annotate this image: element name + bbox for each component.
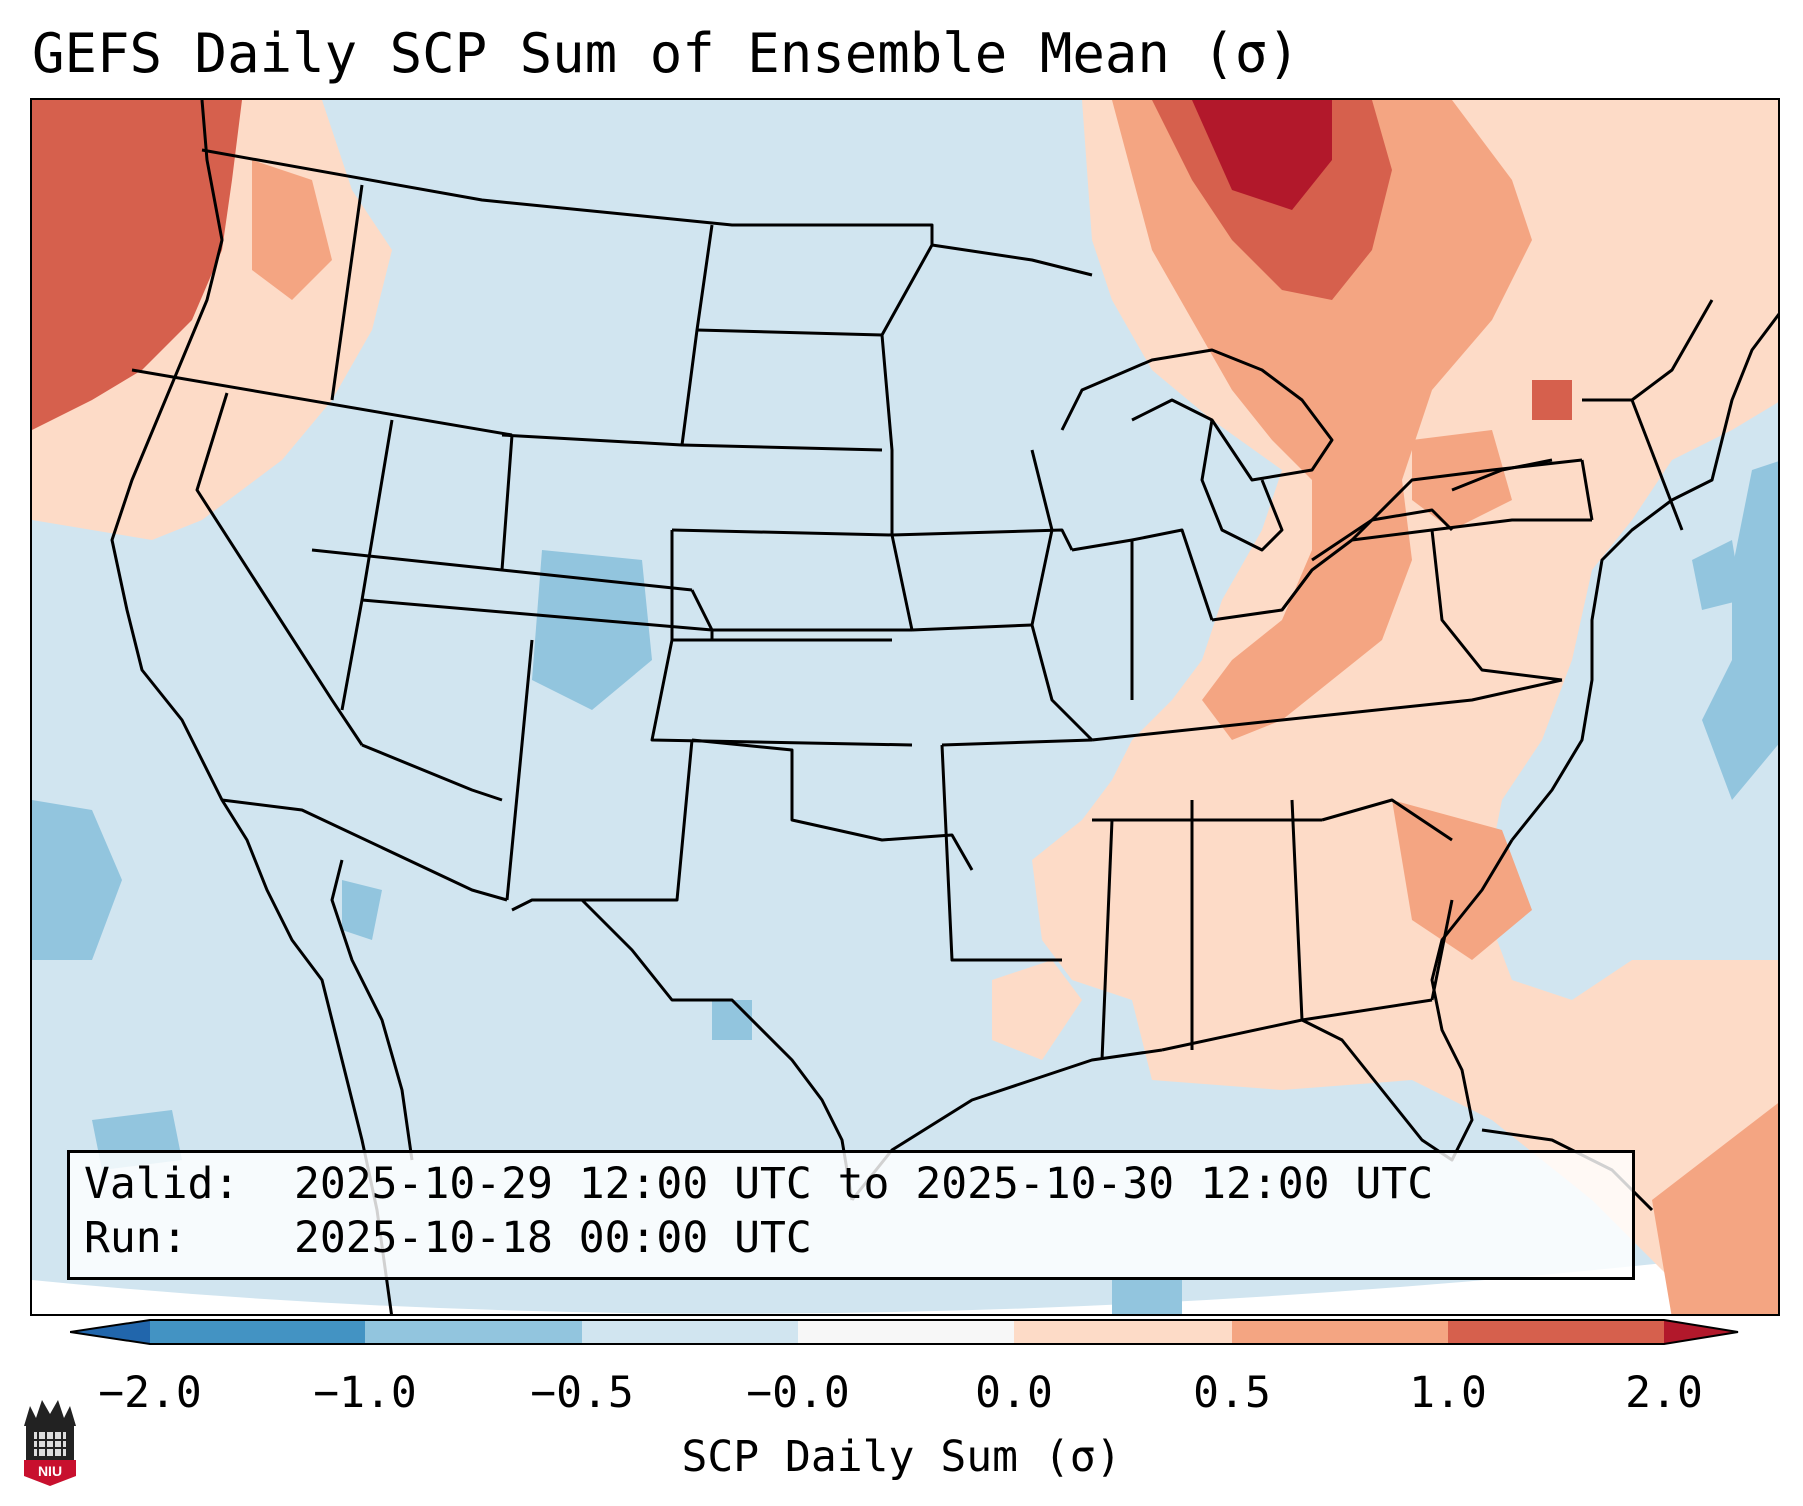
anomaly-gulf [992, 960, 1082, 1060]
colorbar [70, 1319, 1739, 1345]
colorbar-bin-2 [365, 1320, 582, 1344]
colorbar-bin-5 [1014, 1320, 1232, 1344]
colorbar-bin-3 [582, 1320, 798, 1344]
map-canvas [32, 100, 1778, 1314]
colorbar-extend-low [70, 1320, 150, 1344]
colorbar-tick: 1.0 [1409, 1368, 1487, 1418]
colorbar-tick: −2.0 [98, 1368, 202, 1418]
colorbar-tick: 2.0 [1625, 1368, 1703, 1418]
info-box: Valid: 2025-10-29 12:00 UTC to 2025-10-30… [67, 1150, 1635, 1280]
colorbar-bin-7 [1448, 1320, 1664, 1344]
colorbar-extend-high [1664, 1320, 1738, 1344]
colorbar-bin-4 [798, 1320, 1014, 1344]
valid-label: Valid: [84, 1159, 240, 1209]
colorbar-tick: −0.5 [530, 1368, 634, 1418]
map-title: GEFS Daily SCP Sum of Ensemble Mean (σ) [32, 22, 1300, 85]
run-value: 2025-10-18 00:00 UTC [294, 1213, 812, 1263]
colorbar-tick: −1.0 [313, 1368, 417, 1418]
colorbar-tick: −0.0 [746, 1368, 850, 1418]
run-label: Run: [84, 1213, 188, 1263]
boundaries [110, 100, 1778, 1314]
projection-edge [32, 1250, 1778, 1314]
colorbar-outline [70, 1319, 1739, 1345]
anomaly-caribbean [1652, 1103, 1778, 1314]
logo-text: NIU [38, 1463, 62, 1479]
niu-tower-icon: NIU [24, 1400, 76, 1486]
colorbar-label: SCP Daily Sum (σ) [681, 1432, 1122, 1482]
anomaly-west-coast [32, 100, 392, 540]
colorbar-bin-6 [1232, 1320, 1448, 1344]
colorbar-tick: 0.0 [975, 1368, 1053, 1418]
map-panel [30, 98, 1780, 1316]
colorbar-tick: 0.5 [1193, 1368, 1271, 1418]
valid-value: 2025-10-29 12:00 UTC to 2025-10-30 12:00… [294, 1159, 1434, 1209]
anomaly-northeast [1032, 100, 1778, 1280]
colorbar-bin-1 [150, 1320, 365, 1344]
